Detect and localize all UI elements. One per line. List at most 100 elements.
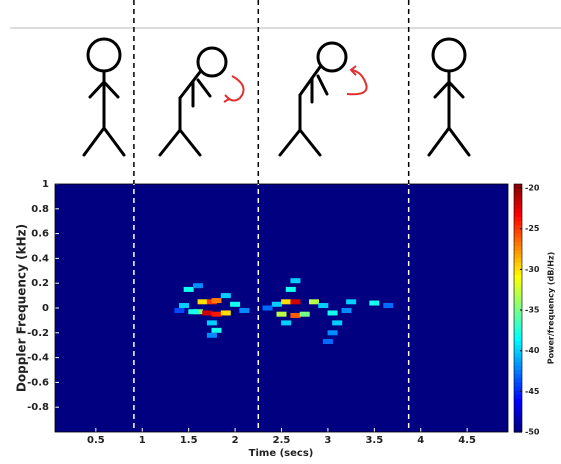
spectrogram-cell: [212, 298, 222, 303]
spectrogram-cell: [193, 283, 203, 288]
colorbar-step: [514, 300, 522, 305]
spectrogram-cell: [202, 310, 212, 315]
spectrogram-cell: [309, 299, 319, 304]
colorbar-step: [514, 279, 522, 284]
spectrogram-cell: [272, 302, 282, 307]
y-tick-label: 0.4: [31, 253, 49, 264]
x-tick-label: 2.5: [273, 435, 291, 446]
colorbar-step: [514, 213, 522, 218]
colorbar-step: [514, 341, 522, 346]
x-tick-label: 4: [417, 435, 424, 446]
colorbar-step: [514, 196, 522, 201]
spectrogram-cell: [318, 303, 328, 308]
x-tick-label: 4.5: [458, 435, 476, 446]
spectrogram-cell: [290, 299, 300, 304]
x-tick-label: 2: [232, 435, 239, 446]
spectrogram-cell: [346, 299, 356, 304]
colorbar-tick-label: -40: [525, 346, 540, 355]
colorbar-tick-label: -25: [525, 224, 540, 233]
colorbar-step: [514, 296, 522, 301]
colorbar-step: [514, 366, 522, 371]
colorbar-step: [514, 192, 522, 197]
x-tick-label: 3.5: [365, 435, 383, 446]
y-tick-label: -0.2: [27, 328, 49, 339]
colorbar-step: [514, 320, 522, 325]
x-tick-label: 3: [324, 435, 331, 446]
colorbar-step: [514, 329, 522, 334]
colorbar-step: [514, 188, 522, 193]
colorbar-step: [514, 209, 522, 214]
colorbar-step: [514, 221, 522, 226]
colorbar-step: [514, 387, 522, 392]
colorbar-label: Power/frequency (dB/Hz): [547, 252, 556, 365]
colorbar-step: [514, 424, 522, 429]
spectrogram-cell: [277, 312, 287, 317]
spectrogram-cell: [263, 306, 273, 311]
spectrogram-cell: [286, 287, 296, 292]
spectrogram-cell: [328, 330, 338, 335]
spectrogram-cell: [332, 320, 342, 325]
colorbar-step: [514, 378, 522, 383]
colorbar-step: [514, 325, 522, 330]
spectrogram-cell: [212, 328, 222, 333]
y-axis-label: Doppler Frequency (kHz): [15, 224, 29, 392]
colorbar-step: [514, 415, 522, 420]
colorbar-step: [514, 258, 522, 263]
colorbar-step: [514, 304, 522, 309]
x-tick-label: 1.5: [180, 435, 198, 446]
spectrogram-cell: [212, 312, 222, 317]
spectrogram-cell: [281, 299, 291, 304]
spectrogram-cell: [290, 278, 300, 283]
spectrogram-cell: [221, 310, 231, 315]
y-tick-label: -0.4: [27, 353, 49, 364]
y-tick-label: -0.6: [27, 377, 49, 388]
standing-figure: [84, 39, 124, 155]
colorbar-step: [514, 234, 522, 239]
spectrogram-cell: [323, 339, 333, 344]
colorbar-step: [514, 358, 522, 363]
spectrogram-cell: [239, 308, 249, 313]
y-tick-label: 0.6: [31, 229, 49, 240]
colorbar-step: [514, 337, 522, 342]
spectrogram-cell: [207, 333, 217, 338]
colorbar-step: [514, 238, 522, 243]
colorbar-step: [514, 225, 522, 230]
spectrogram-cell: [179, 303, 189, 308]
colorbar-step: [514, 407, 522, 412]
spectrogram-cell: [174, 308, 184, 313]
colorbar-step: [514, 420, 522, 425]
spectrogram-cell: [188, 309, 198, 314]
colorbar-step: [514, 374, 522, 379]
colorbar-tick-label: -45: [525, 387, 540, 396]
stick-figures: [84, 39, 469, 155]
colorbar-step: [514, 201, 522, 206]
rotation-arrow: [347, 70, 367, 94]
colorbar-step: [514, 229, 522, 234]
colorbar-step: [514, 250, 522, 255]
y-tick-label: 0.8: [31, 204, 49, 215]
colorbar-step: [514, 263, 522, 268]
spectrogram-cell: [221, 293, 231, 298]
colorbar-step: [514, 271, 522, 276]
colorbar-step: [514, 316, 522, 321]
y-tick-label: 1: [42, 179, 49, 190]
spectrogram-cell: [207, 320, 217, 325]
colorbar-step: [514, 217, 522, 222]
colorbar-step: [514, 403, 522, 408]
arrow-head: [224, 95, 229, 102]
y-tick-label: 0.2: [31, 278, 49, 289]
bending-figure: [160, 48, 226, 155]
spectrogram-cell: [369, 301, 379, 306]
colorbar-step: [514, 275, 522, 280]
standing-figure: [429, 39, 469, 155]
spectrogram-cell: [341, 308, 351, 313]
spectrogram-cell: [198, 299, 208, 304]
colorbar-tick-label: -20: [525, 184, 540, 193]
figure: Time (secs) Doppler Frequency (kHz) Powe…: [0, 0, 561, 464]
x-tick-label: 0.5: [87, 435, 105, 446]
x-axis-label: Time (secs): [249, 448, 314, 459]
colorbar-step: [514, 370, 522, 375]
spectrogram-cell: [383, 303, 393, 308]
colorbar-step: [514, 291, 522, 296]
colorbar-step: [514, 205, 522, 210]
